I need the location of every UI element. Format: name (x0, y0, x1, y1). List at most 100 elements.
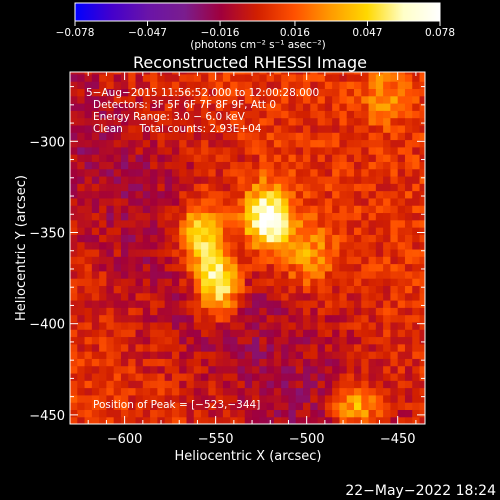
heatmap-cell (375, 321, 384, 330)
heatmap-cell (150, 372, 158, 381)
heatmap-cell (171, 241, 180, 250)
heatmap-cell (252, 321, 260, 330)
heatmap-cell (310, 299, 319, 308)
heatmap-cell (317, 154, 326, 162)
heatmap-cell (120, 270, 129, 279)
heatmap-cell (237, 161, 246, 170)
heatmap-cell (295, 161, 304, 170)
heatmap-cell (259, 372, 268, 381)
annotation-energy-range: Energy Range: 3.0 − 6.0 keV (93, 111, 246, 123)
heatmap-cell (383, 285, 392, 294)
heatmap-cell (244, 387, 253, 396)
heatmap-cell (157, 394, 166, 403)
heatmap-cell (324, 72, 333, 75)
heatmap-cell (150, 402, 158, 411)
heatmap-cell (128, 409, 137, 418)
heatmap-cell (222, 256, 231, 265)
heatmap-cell (404, 124, 413, 133)
heatmap-cell (113, 321, 122, 330)
heatmap-cell (186, 416, 195, 424)
heatmap-cell (303, 103, 311, 111)
heatmap-cell (383, 409, 392, 418)
heatmap-cell (113, 402, 122, 411)
heatmap-cell (339, 219, 348, 228)
heatmap-cell (324, 197, 333, 206)
heatmap-cell (106, 190, 115, 199)
heatmap-cell (273, 409, 282, 418)
heatmap-cell (354, 103, 362, 111)
heatmap-cell (303, 154, 311, 162)
heatmap-cell (368, 234, 377, 243)
heatmap-cell (201, 321, 209, 330)
heatmap-cell (303, 394, 311, 403)
heatmap-cell (201, 190, 209, 199)
heatmap-cell (208, 387, 217, 396)
heatmap-cell (324, 205, 333, 214)
heatmap-cell (142, 241, 151, 250)
heatmap-cell (215, 168, 224, 177)
heatmap-cell (164, 416, 173, 424)
heatmap-cell (324, 124, 333, 133)
heatmap-cell (222, 183, 231, 192)
heatmap-cell (164, 161, 173, 170)
heatmap-cell (339, 227, 348, 235)
heatmap-cell (324, 248, 333, 257)
heatmap-cell (157, 197, 166, 206)
heatmap-cell (120, 387, 129, 396)
heatmap-cell (339, 263, 348, 272)
heatmap-cell (412, 132, 421, 141)
heatmap-cell (361, 117, 370, 126)
heatmap-cell (244, 394, 253, 403)
heatmap-cell (237, 234, 246, 243)
heatmap-cell (135, 197, 144, 206)
heatmap-cell (164, 343, 173, 352)
heatmap-cell (288, 227, 297, 235)
heatmap-cell (164, 95, 173, 104)
heatmap-cell (142, 351, 151, 359)
heatmap-cell (397, 241, 406, 250)
heatmap-cell (266, 219, 275, 228)
heatmap-cell (208, 124, 217, 133)
heatmap-cell (135, 256, 144, 265)
heatmap-cell (77, 285, 86, 294)
heatmap-cell (120, 329, 129, 338)
heatmap-cell (361, 248, 370, 257)
heatmap-cell (412, 161, 421, 170)
heatmap-cell (230, 190, 239, 199)
heatmap-cell (164, 351, 173, 359)
heatmap-cell (135, 168, 144, 177)
heatmap-cell (179, 314, 188, 323)
heatmap-cell (361, 205, 370, 214)
heatmap-cell (397, 212, 406, 221)
heatmap-cell (281, 168, 290, 177)
heatmap-cell (288, 321, 297, 330)
heatmap-cell (361, 103, 370, 111)
heatmap-cell (171, 307, 180, 316)
heatmap-cell (230, 387, 239, 396)
heatmap-cell (91, 292, 100, 301)
heatmap-cell (215, 110, 224, 119)
colorbar-tick-label: −0.078 (56, 27, 95, 39)
heatmap-cell (281, 139, 290, 148)
heatmap-cell (171, 380, 180, 389)
heatmap-cell (244, 95, 253, 104)
heatmap-cell (164, 72, 173, 75)
heatmap-cell (317, 73, 326, 82)
heatmap-cell (266, 161, 275, 170)
heatmap-cell (266, 372, 275, 381)
heatmap-cell (106, 161, 115, 170)
heatmap-cell (332, 351, 341, 359)
heatmap-cell (361, 219, 370, 228)
heatmap-cell (237, 336, 246, 345)
heatmap-cell (361, 358, 370, 367)
heatmap-cell (354, 285, 362, 294)
heatmap-cell (324, 387, 333, 396)
heatmap-cell (70, 161, 78, 170)
heatmap-cell (397, 351, 406, 359)
heatmap-cell (84, 175, 93, 184)
heatmap-cell (128, 402, 137, 411)
heatmap-cell (84, 380, 93, 389)
heatmap-cell (237, 183, 246, 192)
heatmap-cell (142, 205, 151, 214)
heatmap-cell (419, 314, 425, 323)
